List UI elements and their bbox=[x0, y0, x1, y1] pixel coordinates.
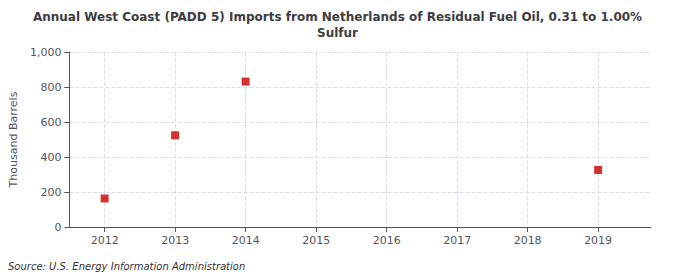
svg-text:1,000: 1,000 bbox=[30, 46, 62, 59]
svg-text:Source: U.S. Energy Informatio: Source: U.S. Energy Information Administ… bbox=[8, 261, 245, 272]
svg-text:2012: 2012 bbox=[91, 234, 119, 247]
svg-text:Thousand Barrels: Thousand Barrels bbox=[7, 91, 20, 188]
svg-text:0: 0 bbox=[54, 221, 61, 234]
svg-text:Sulfur: Sulfur bbox=[317, 26, 358, 40]
svg-text:200: 200 bbox=[40, 186, 61, 199]
svg-text:2017: 2017 bbox=[443, 234, 471, 247]
svg-text:600: 600 bbox=[40, 116, 61, 129]
svg-text:2014: 2014 bbox=[232, 234, 260, 247]
svg-text:Annual West Coast (PADD 5) Imp: Annual West Coast (PADD 5) Imports from … bbox=[33, 10, 642, 24]
svg-text:2013: 2013 bbox=[161, 234, 189, 247]
svg-text:800: 800 bbox=[40, 81, 61, 94]
svg-text:2015: 2015 bbox=[302, 234, 330, 247]
svg-text:2019: 2019 bbox=[584, 234, 612, 247]
svg-text:2016: 2016 bbox=[373, 234, 401, 247]
svg-text:2018: 2018 bbox=[514, 234, 542, 247]
svg-text:400: 400 bbox=[40, 151, 61, 164]
